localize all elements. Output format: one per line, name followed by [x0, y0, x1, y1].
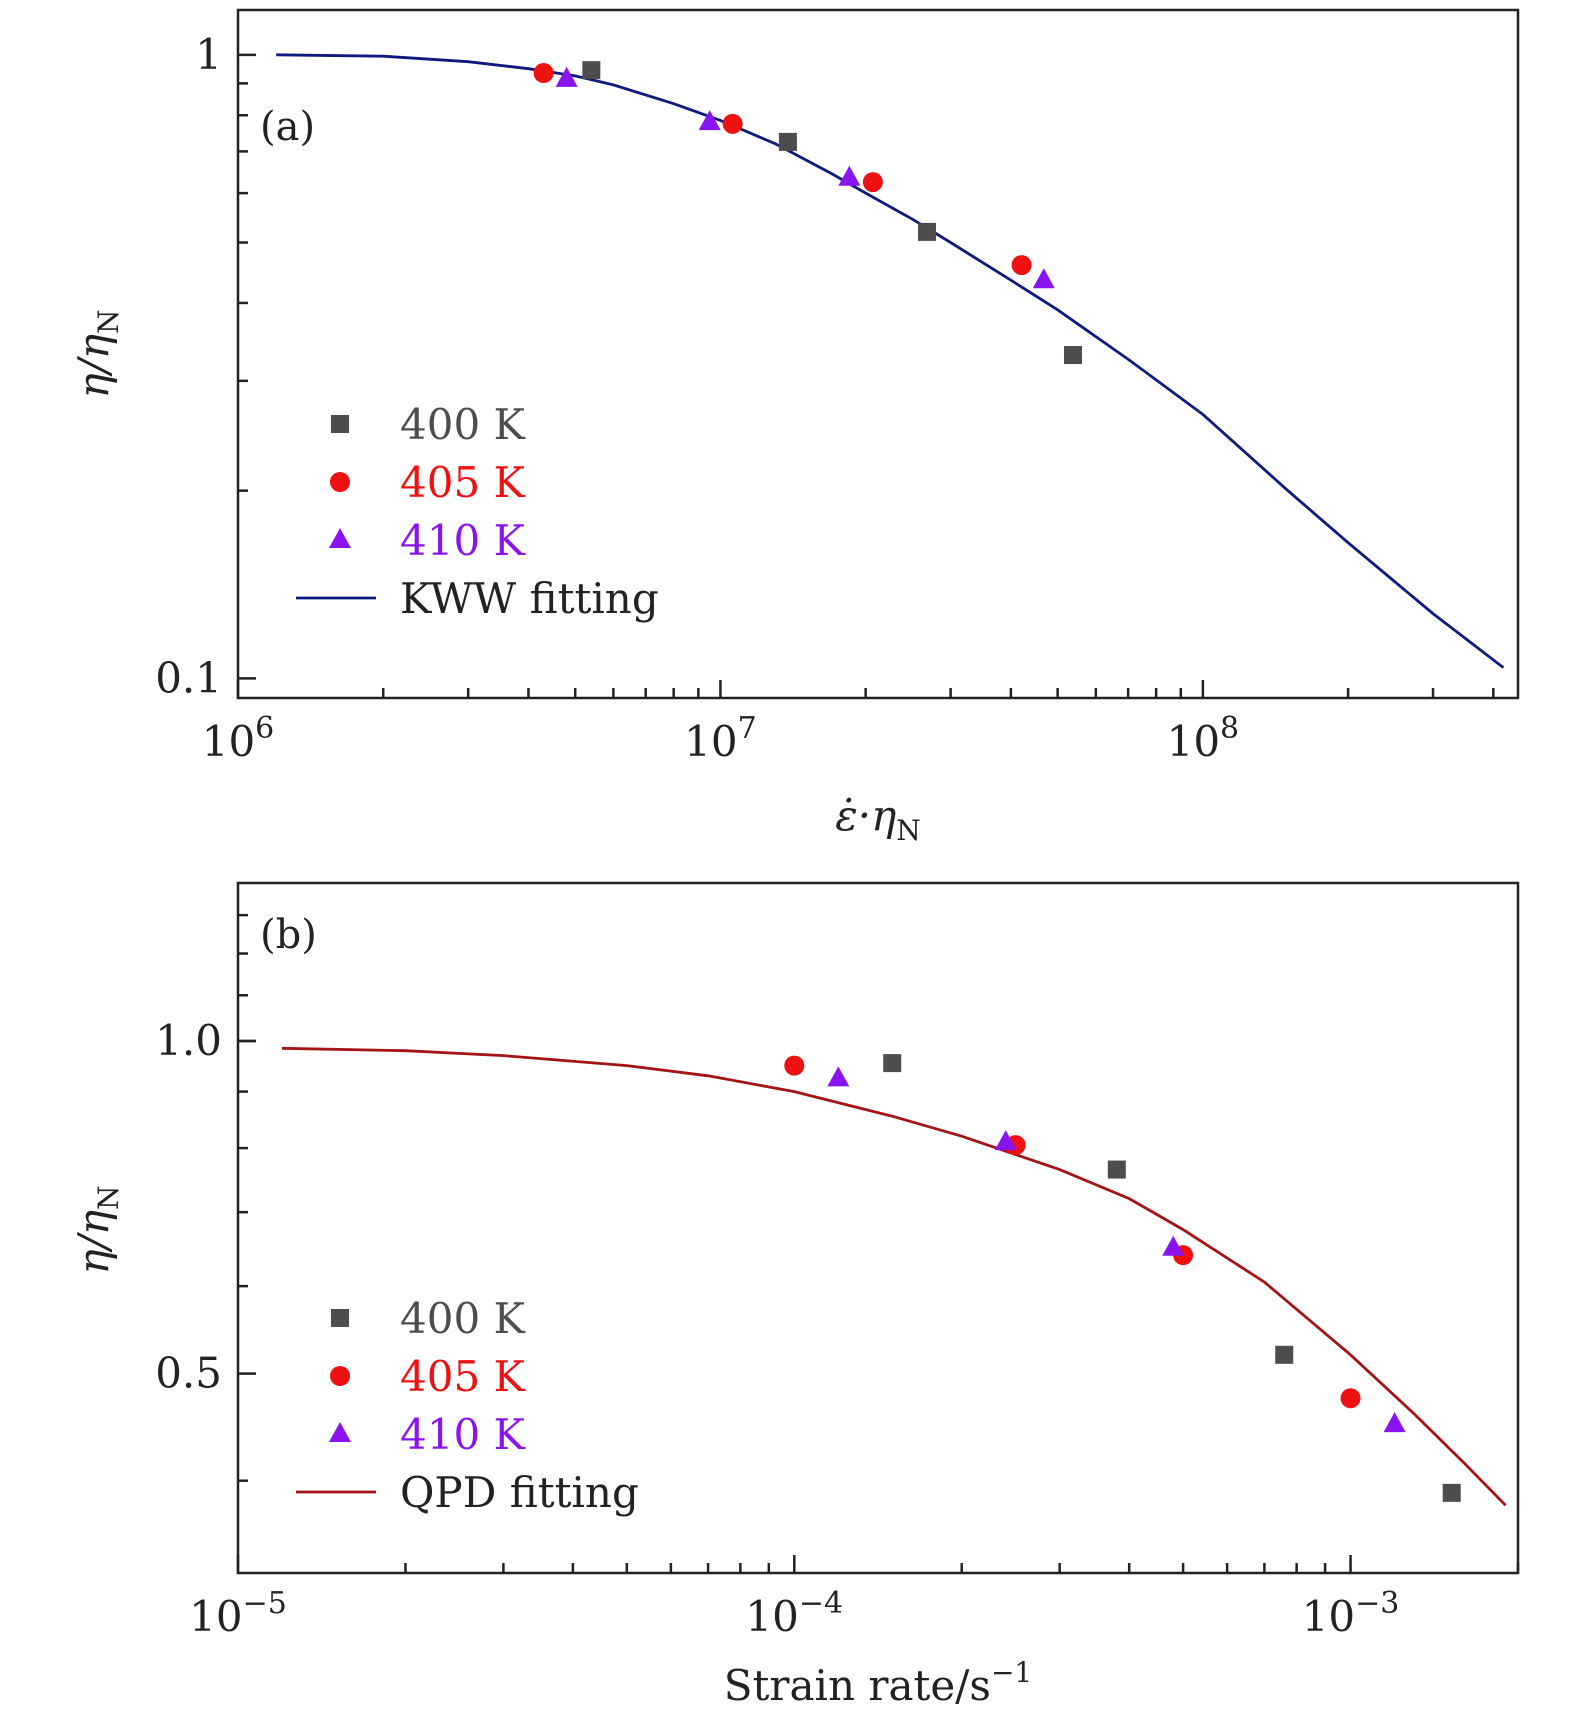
data-point-square: [778, 132, 797, 151]
data-point-triangle: [1383, 1412, 1406, 1433]
legend-marker: [331, 1309, 349, 1327]
legend-label: 400 K: [400, 400, 527, 449]
legend-label: 405 K: [400, 458, 527, 507]
legend: 400 K 405 K 410 K QPD fitting: [296, 1294, 639, 1517]
legend-label: 400 K: [400, 1294, 527, 1343]
data-point-circle: [722, 113, 743, 134]
series-layer: [276, 53, 1505, 669]
x-tick-label: 10−5: [189, 1586, 287, 1641]
legend-item: KWW fitting: [296, 574, 659, 623]
legend-marker: [331, 415, 349, 433]
data-point-triangle: [555, 66, 578, 87]
data-point-triangle: [1162, 1235, 1185, 1256]
y-tick-label: 0.1: [155, 653, 222, 702]
x-axis-title: ε̇·ηN: [835, 791, 921, 847]
x-axis-title: Strain rate/s−1: [724, 1656, 1032, 1710]
data-point-square: [1063, 346, 1082, 365]
tick-labels: 106 107 108 0.1 1: [155, 30, 1239, 766]
legend-label: QPD fitting: [400, 1468, 639, 1517]
legend-label: 410 K: [400, 516, 527, 565]
legend-item: 405 K: [330, 1352, 527, 1401]
data-point-triangle: [1032, 268, 1055, 289]
legend-marker: [329, 528, 351, 548]
data-point-triangle: [994, 1130, 1017, 1151]
data-point-triangle: [838, 165, 861, 186]
legend: 400 K 405 K 410 K KWW fitting: [296, 400, 659, 623]
legend-item: 410 K: [329, 1410, 527, 1459]
tick-labels: 10−5 10−4 10−3 0.5 1.0: [155, 1016, 1399, 1641]
legend-label: 405 K: [400, 1352, 527, 1401]
panel-label: (a): [260, 104, 315, 150]
data-point-circle: [533, 63, 554, 84]
legend-marker: [329, 1422, 351, 1442]
data-point-square: [1107, 1160, 1126, 1179]
legend-item: 400 K: [331, 400, 527, 449]
legend-label: KWW fitting: [400, 574, 659, 623]
data-point-circle: [784, 1055, 805, 1076]
x-tick-label: 108: [1167, 711, 1240, 766]
plot-frame: [236, 881, 1520, 1575]
x-tick-label: 106: [202, 711, 275, 766]
data-point-circle: [1011, 255, 1032, 276]
data-point-square: [917, 222, 936, 241]
data-point-circle: [862, 172, 883, 193]
y-axis-title: η/ηN: [69, 1186, 125, 1275]
legend-marker: [330, 1366, 350, 1386]
x-tick-label: 107: [684, 711, 757, 766]
x-tick-label: 10−4: [745, 1586, 843, 1641]
data-point-square: [582, 61, 601, 80]
data-point-circle: [1340, 1388, 1361, 1409]
legend-item: 410 K: [329, 516, 527, 565]
legend-item: 405 K: [330, 458, 527, 507]
y-tick-label: 1.0: [155, 1016, 222, 1065]
data-point-square: [1275, 1345, 1294, 1364]
legend-marker: [330, 472, 350, 492]
panel-label: (b): [260, 912, 317, 958]
tick-marks: [236, 53, 1495, 698]
data-point-square: [883, 1054, 902, 1073]
series-layer: [281, 1046, 1507, 1507]
y-axis-title: η/ηN: [69, 310, 125, 399]
data-point-triangle: [827, 1066, 850, 1087]
data-point-square: [1442, 1483, 1461, 1502]
legend-item: QPD fitting: [296, 1468, 639, 1517]
data-point-triangle: [698, 110, 721, 131]
legend-item: 400 K: [331, 1294, 527, 1343]
y-tick-label: 1: [195, 30, 222, 79]
tick-marks: [236, 913, 1520, 1573]
y-tick-label: 0.5: [155, 1349, 222, 1398]
x-tick-label: 10−3: [1302, 1586, 1400, 1641]
chart-panel-b: 10−5 10−4 10−3 0.5 1.0 (b) Strain rate/s−1 η…: [69, 881, 1520, 1710]
plot-frame: [236, 8, 1520, 700]
legend-label: 410 K: [400, 1410, 527, 1459]
